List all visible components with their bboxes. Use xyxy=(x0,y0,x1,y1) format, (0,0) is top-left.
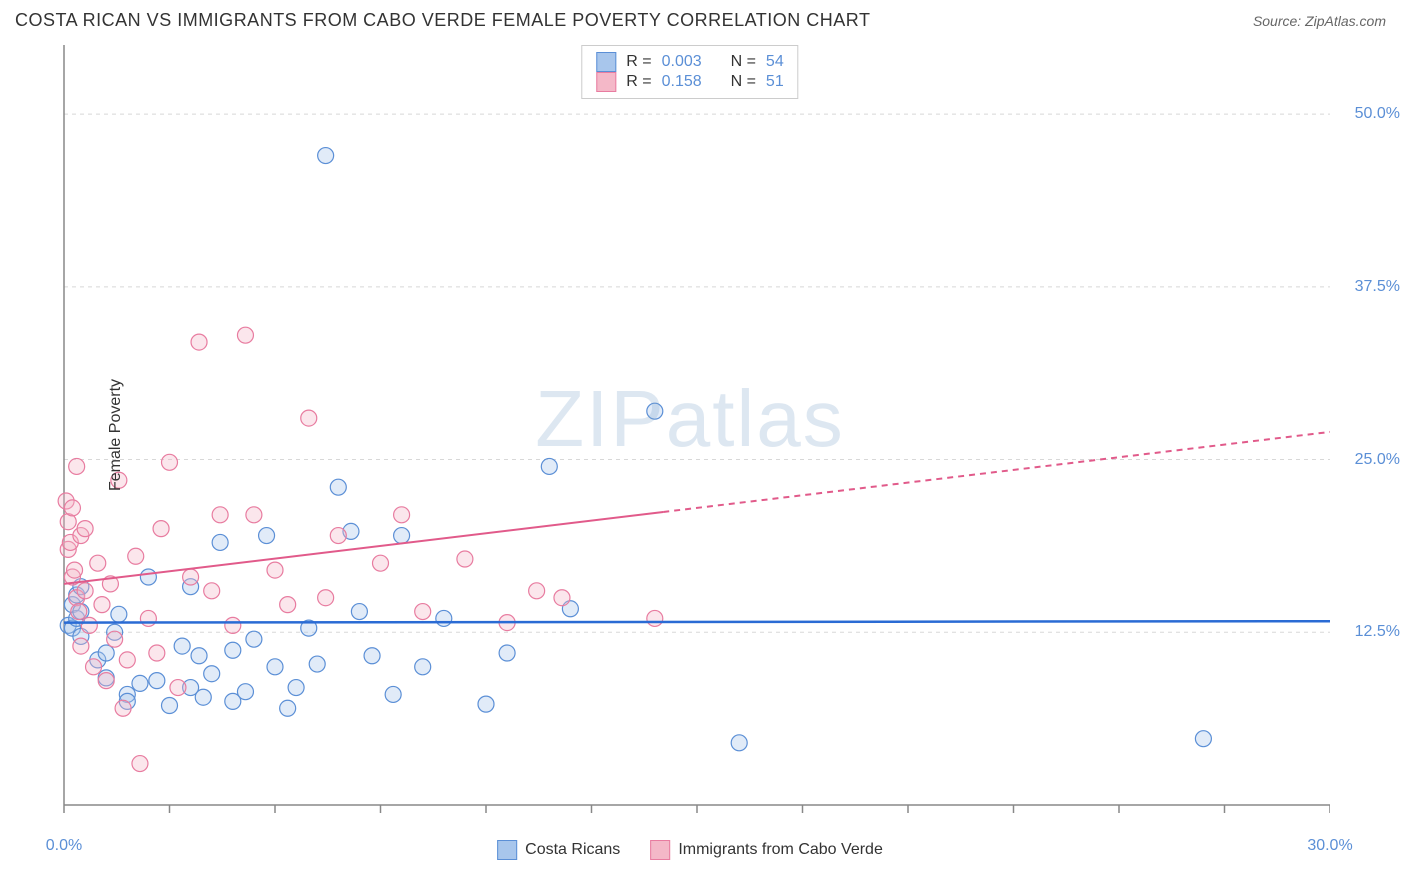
x-tick-label: 30.0% xyxy=(1307,837,1352,855)
stats-legend-row: R = 0.003 N = 54 xyxy=(596,52,783,72)
n-label: N = xyxy=(731,53,756,71)
x-tick-label: 0.0% xyxy=(46,837,82,855)
y-tick-label: 50.0% xyxy=(1355,105,1400,123)
r-label: R = xyxy=(626,53,651,71)
y-axis-label: Female Poverty xyxy=(107,379,125,491)
legend-item: Immigrants from Cabo Verde xyxy=(650,840,883,860)
legend-swatch xyxy=(650,840,670,860)
y-tick-label: 12.5% xyxy=(1355,623,1400,641)
y-tick-label: 25.0% xyxy=(1355,451,1400,469)
source-attribution: Source: ZipAtlas.com xyxy=(1253,13,1386,29)
n-value: 51 xyxy=(766,73,784,91)
stats-legend-row: R = 0.158 N = 51 xyxy=(596,72,783,92)
n-value: 54 xyxy=(766,53,784,71)
r-value: 0.158 xyxy=(662,73,702,91)
y-tick-label: 37.5% xyxy=(1355,278,1400,296)
legend-swatch xyxy=(596,52,616,72)
chart-area: Female Poverty R = 0.003 N = 54 R = 0.158 N … xyxy=(50,45,1330,825)
r-value: 0.003 xyxy=(662,53,702,71)
bottom-legend: Costa Ricans Immigrants from Cabo Verde xyxy=(497,840,883,860)
n-label: N = xyxy=(731,73,756,91)
legend-swatch xyxy=(596,72,616,92)
legend-item: Costa Ricans xyxy=(497,840,620,860)
scatter-chart xyxy=(50,45,1330,825)
chart-title: COSTA RICAN VS IMMIGRANTS FROM CABO VERD… xyxy=(15,10,870,31)
stats-legend: R = 0.003 N = 54 R = 0.158 N = 51 xyxy=(581,45,798,99)
legend-label: Costa Ricans xyxy=(525,841,620,859)
legend-swatch xyxy=(497,840,517,860)
legend-label: Immigrants from Cabo Verde xyxy=(678,841,883,859)
chart-header: COSTA RICAN VS IMMIGRANTS FROM CABO VERD… xyxy=(0,0,1406,36)
r-label: R = xyxy=(626,73,651,91)
